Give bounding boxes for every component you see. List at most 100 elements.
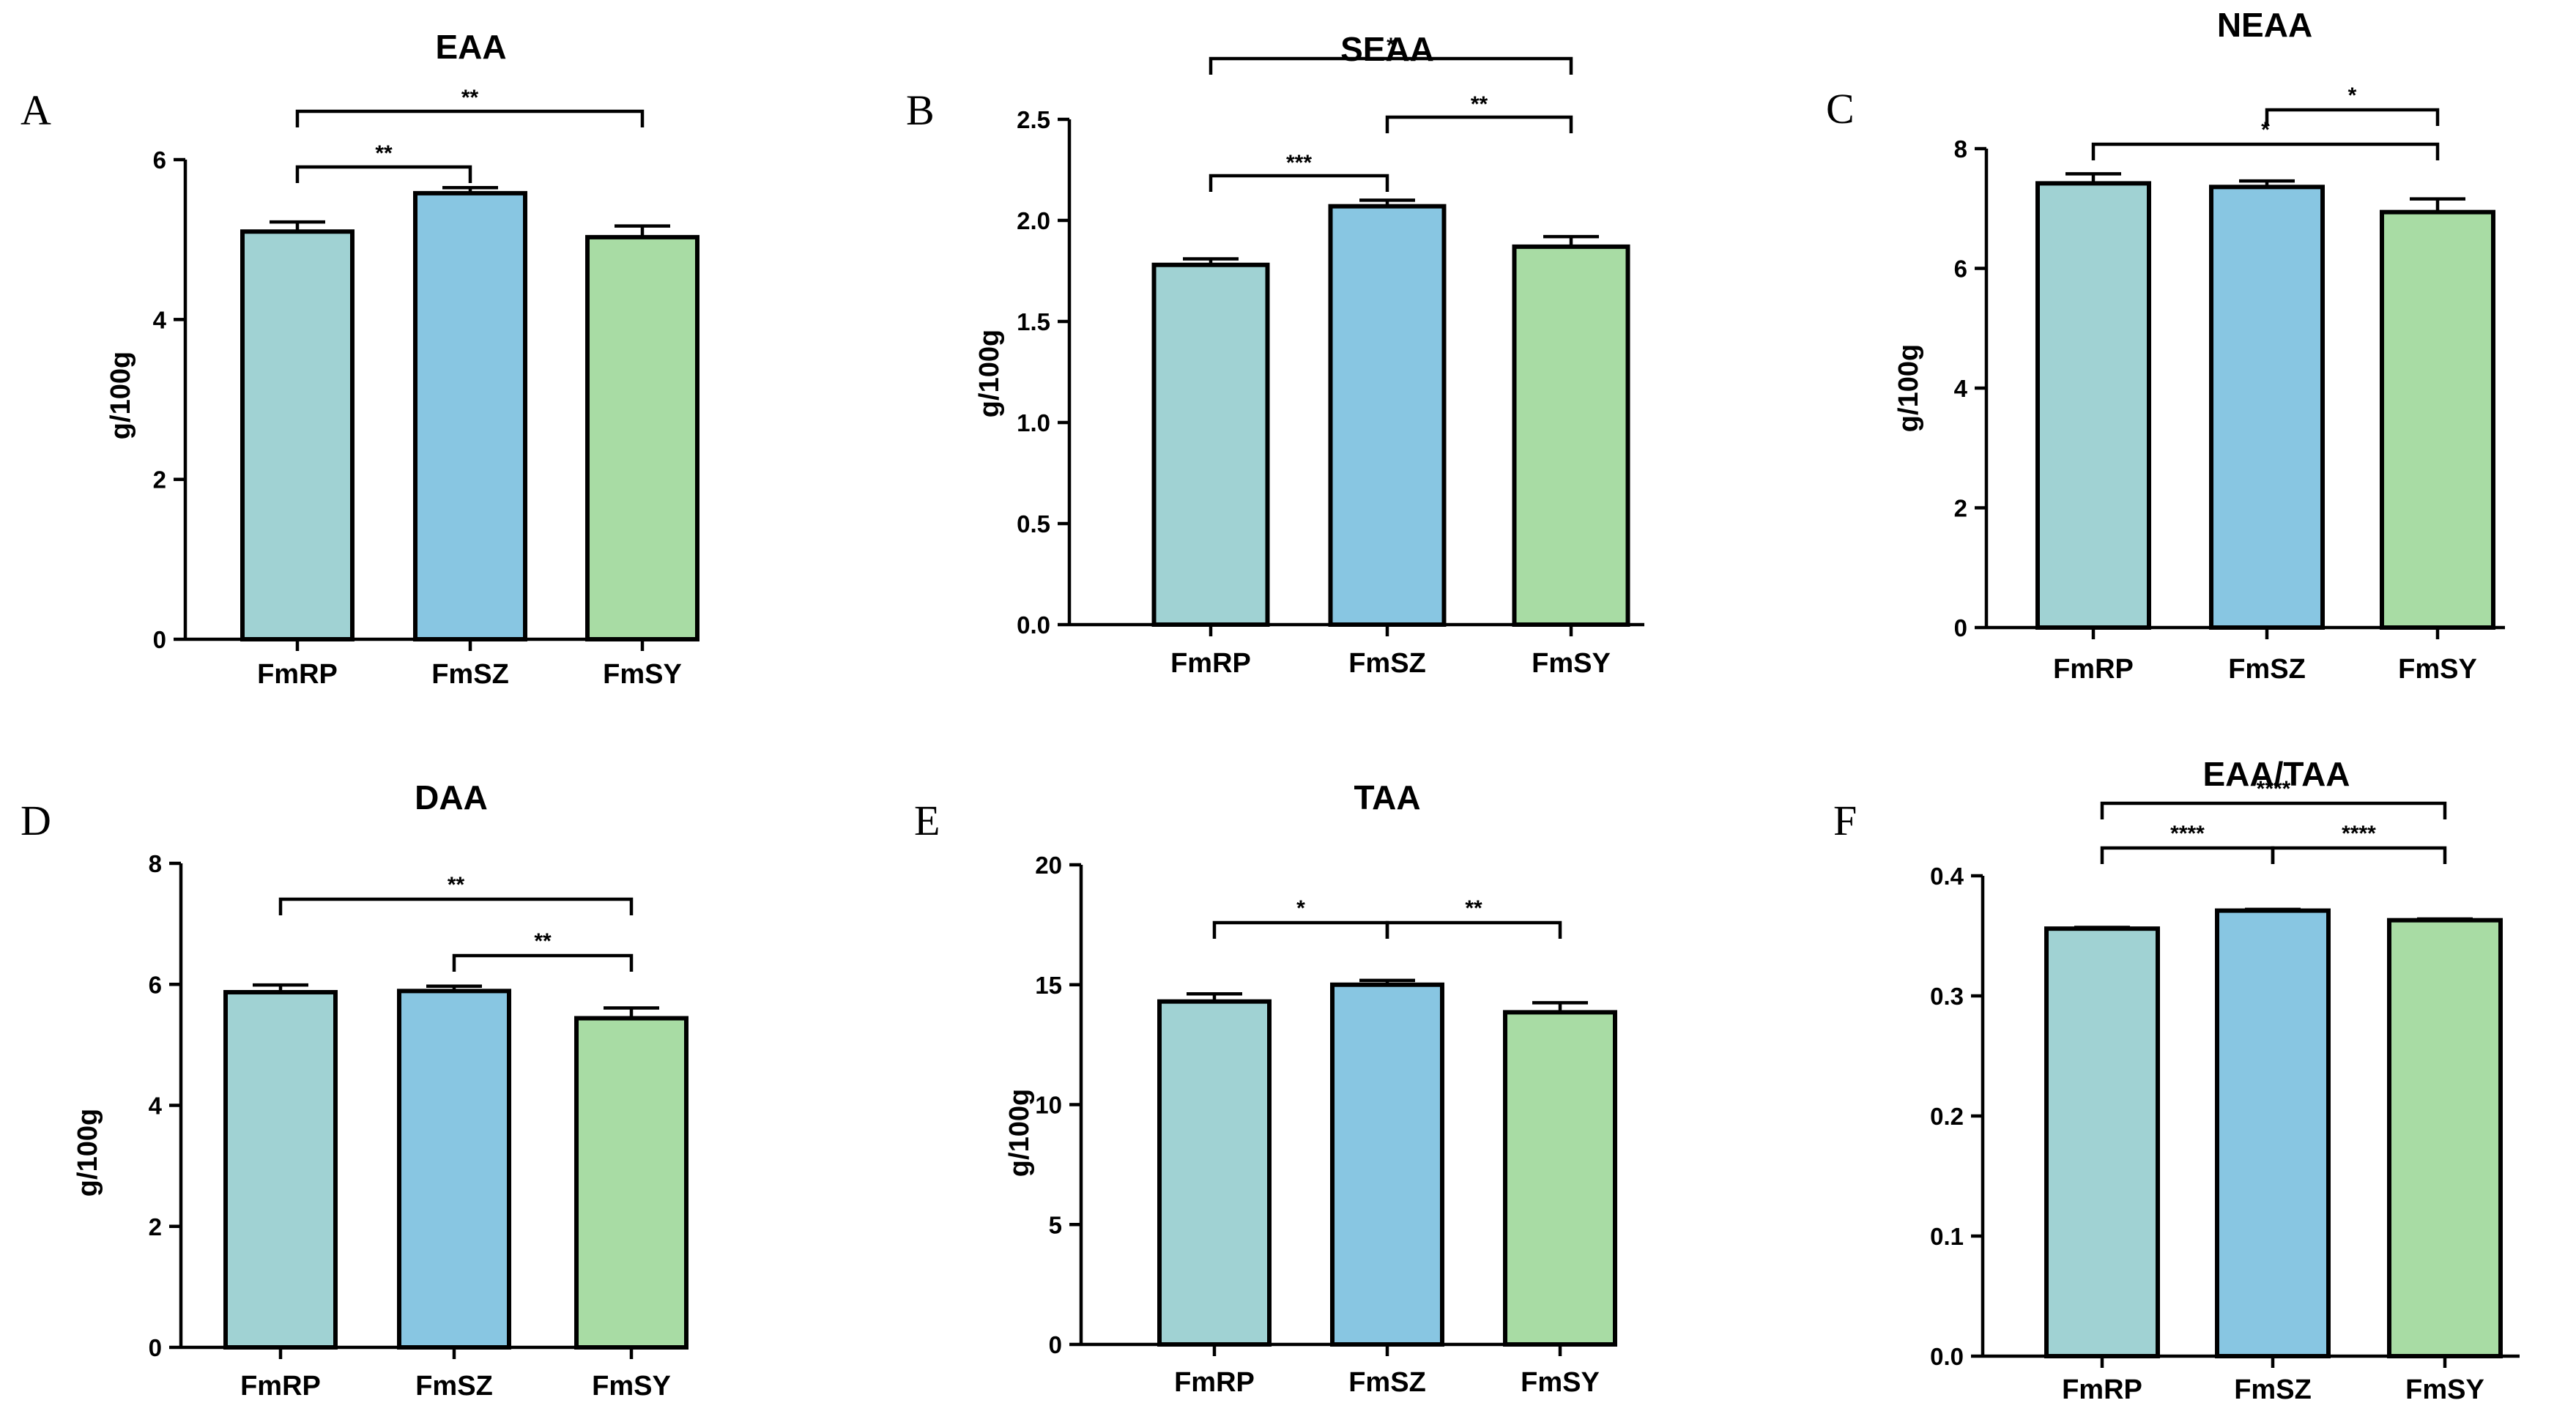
panel-c: C NEAA g/100g 0 2 4 6 8 * * FmRP FmSZ FmSY xyxy=(1826,6,2505,685)
y-tick-label: 1.0 xyxy=(1017,409,1050,436)
panel-letter: A xyxy=(21,86,51,134)
bar-fmrp xyxy=(2035,181,2151,630)
category-label: FmRP xyxy=(257,659,338,690)
error-bar xyxy=(2410,197,2465,212)
error-bar xyxy=(442,185,498,193)
error-bar xyxy=(1359,198,1415,206)
chart-title: EAA xyxy=(435,28,506,66)
panel-f: F EAA/TAA 0.0 0.1 0.2 0.3 0.4 **** **** **** Fm… xyxy=(1833,755,2520,1405)
category-label: FmSZ xyxy=(1348,648,1426,679)
y-tick-label: 2 xyxy=(149,1213,162,1240)
panel-letter: B xyxy=(906,86,935,134)
chart-title: DAA xyxy=(415,778,488,816)
bar-fmsz xyxy=(1328,204,1447,627)
bar-fmsz xyxy=(397,989,511,1350)
error-bar xyxy=(2417,917,2473,921)
significance-bracket xyxy=(2091,142,2440,160)
y-tick-label: 0 xyxy=(1954,614,1967,641)
y-axis-label: g/100g xyxy=(73,1109,103,1197)
significance-bracket xyxy=(295,165,472,183)
significance-label: ** xyxy=(534,929,552,953)
chart-title: TAA xyxy=(1354,778,1420,816)
category-label: FmSY xyxy=(592,1371,671,1402)
chart-title: SEAA xyxy=(1340,30,1434,68)
y-tick-label: 0.4 xyxy=(1930,863,1964,890)
error-bar xyxy=(2074,926,2130,929)
y-tick-label: 2 xyxy=(153,466,166,494)
y-tick-label: 0 xyxy=(149,1334,162,1361)
y-tick-label: 15 xyxy=(1035,972,1062,999)
y-tick-label: 8 xyxy=(149,850,162,877)
error-bar xyxy=(1359,978,1415,985)
plot-area: 0 2 4 6 8 ** ** xyxy=(149,850,688,1361)
category-label: FmSY xyxy=(1532,648,1611,679)
plot-area: 0 2 4 6 ** ** xyxy=(153,86,699,653)
significance-label: * xyxy=(1296,896,1305,920)
significance-label: **** xyxy=(2342,822,2376,846)
category-label: FmRP xyxy=(2062,1374,2142,1405)
panel-a: A EAA g/100g 0 2 4 6 ** ** FmRP FmSZ FmSY xyxy=(21,28,699,690)
bar-fmsy xyxy=(574,1016,688,1350)
y-tick-label: 6 xyxy=(149,971,162,998)
category-label: FmSY xyxy=(1521,1367,1600,1398)
y-tick-label: 4 xyxy=(1954,375,1968,402)
category-label: FmSY xyxy=(603,659,682,690)
bar-fmrp xyxy=(1157,999,1272,1347)
y-tick-label: 5 xyxy=(1049,1211,1062,1238)
significance-bracket xyxy=(1385,115,1573,133)
y-axis-label: g/100g xyxy=(105,351,136,439)
panel-d: D DAA g/100g 0 2 4 6 8 ** ** FmRP FmSZ FmSY xyxy=(21,778,688,1402)
bar-fmrp xyxy=(240,229,355,641)
y-tick-label: 0.0 xyxy=(1017,611,1050,639)
significance-label: ** xyxy=(1465,896,1482,920)
significance-bracket xyxy=(2100,846,2275,864)
significance-bracket xyxy=(2100,801,2447,819)
category-label: FmRP xyxy=(1170,648,1251,679)
error-bar xyxy=(1532,1001,1588,1013)
significance-bracket xyxy=(1209,174,1389,192)
significance-label: ** xyxy=(448,873,465,897)
significance-bracket xyxy=(278,897,634,915)
bar-fmrp xyxy=(223,989,338,1350)
significance-label: **** xyxy=(2170,822,2205,846)
significance-label: * xyxy=(1387,34,1395,58)
y-tick-label: 10 xyxy=(1035,1092,1062,1119)
error-bar xyxy=(615,224,670,237)
significance-label: **** xyxy=(2257,777,2291,801)
significance-label: ** xyxy=(1471,92,1488,116)
panel-letter: F xyxy=(1833,797,1857,844)
significance-label: *** xyxy=(1286,151,1312,175)
y-tick-label: 4 xyxy=(153,306,167,333)
category-label: FmRP xyxy=(240,1371,321,1402)
significance-label: ** xyxy=(461,86,479,110)
significance-label: * xyxy=(2261,118,2270,142)
bar-fmrp xyxy=(2044,926,2160,1359)
y-tick-label: 6 xyxy=(1954,256,1967,283)
bar-fmsy xyxy=(1512,244,1630,627)
chart-title: EAA/TAA xyxy=(2202,755,2350,793)
y-tick-label: 2 xyxy=(1954,495,1967,522)
bar-fmsy xyxy=(2387,918,2503,1359)
category-label: FmSZ xyxy=(2228,654,2306,685)
y-axis-label: g/100g xyxy=(1004,1089,1035,1177)
bar-fmsy xyxy=(585,234,699,641)
error-bar xyxy=(2239,179,2295,187)
significance-bracket xyxy=(1212,920,1389,939)
significance-bracket xyxy=(2265,108,2440,126)
chart-title: NEAA xyxy=(2217,6,2312,44)
category-label: FmSZ xyxy=(415,1371,493,1402)
bar-fmsz xyxy=(2215,908,2331,1359)
error-bar xyxy=(1187,991,1242,1002)
error-bar xyxy=(2065,172,2121,184)
bar-fmsy xyxy=(1503,1010,1617,1347)
error-bar xyxy=(270,220,325,232)
significance-bracket xyxy=(452,953,634,972)
significance-bracket xyxy=(1385,920,1562,939)
plot-area: 0.0 0.1 0.2 0.3 0.4 **** **** **** xyxy=(1930,777,2520,1370)
plot-area: 0 2 4 6 8 * * xyxy=(1954,83,2505,641)
y-tick-label: 20 xyxy=(1035,852,1062,879)
panel-letter: D xyxy=(21,797,51,844)
bar-fmrp xyxy=(1151,262,1270,627)
